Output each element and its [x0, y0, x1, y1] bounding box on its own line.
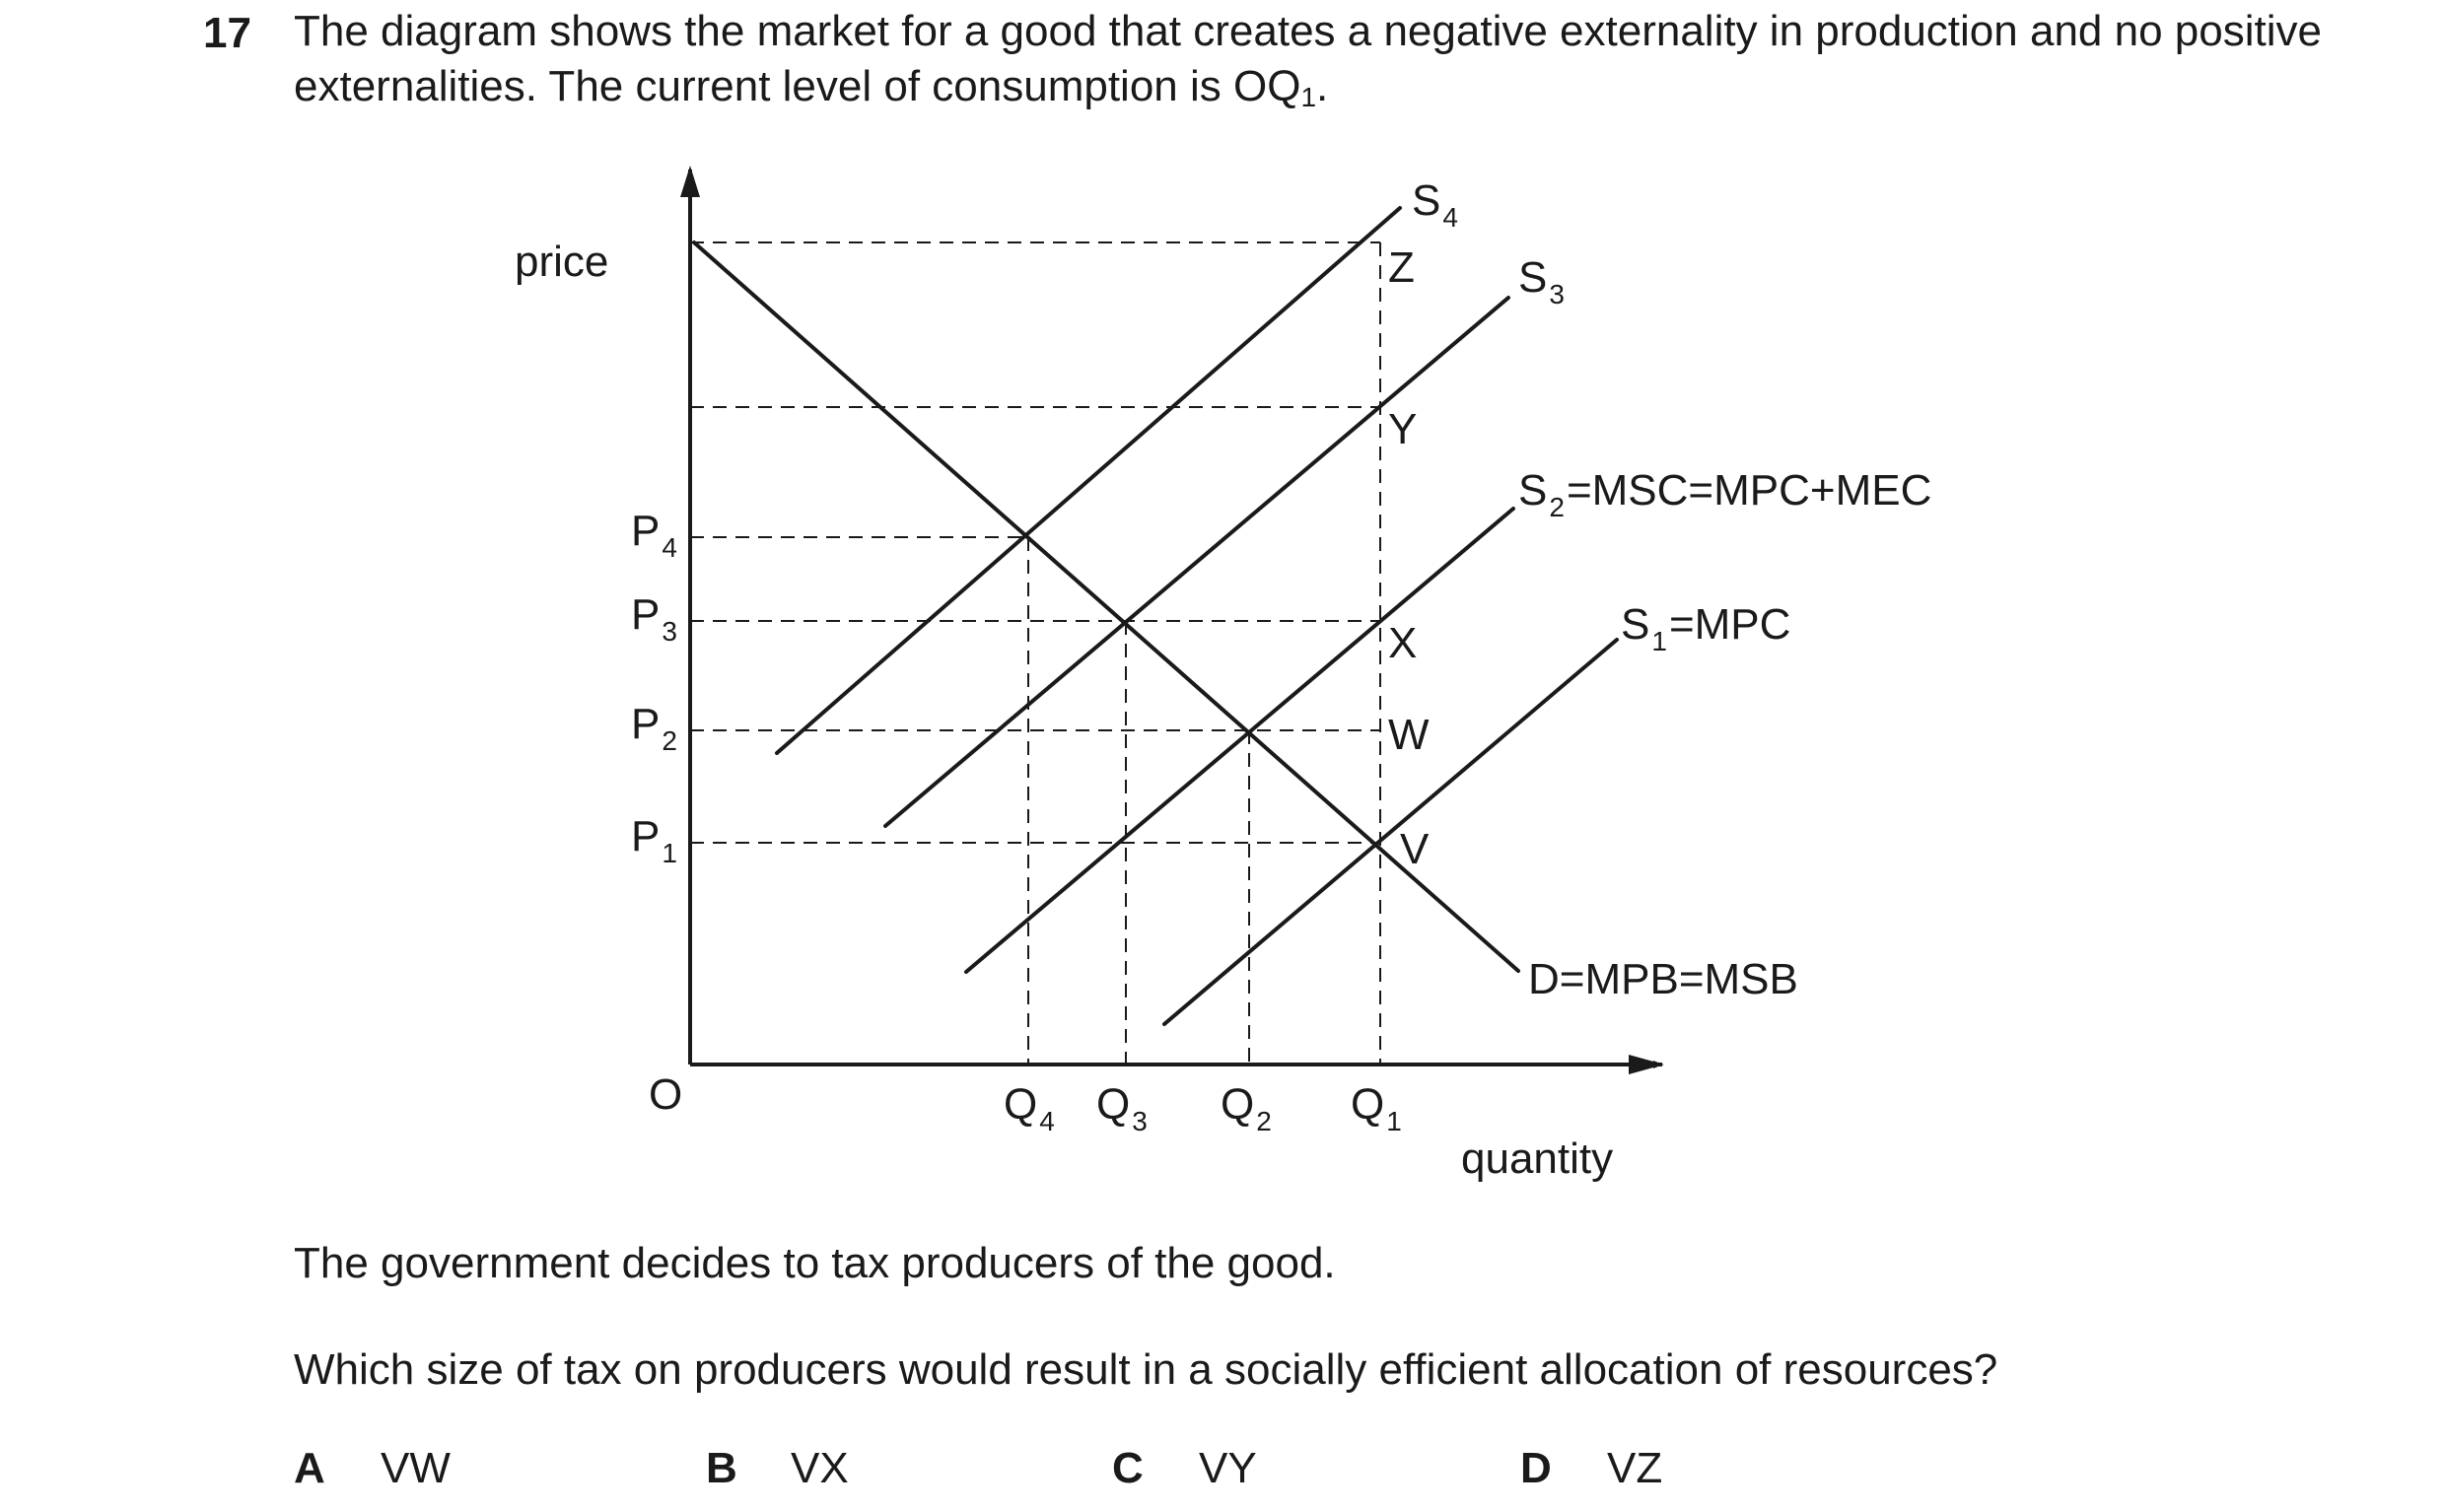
price-label-p1: P1: [631, 812, 677, 868]
quantity-label-q4: Q4: [1004, 1080, 1055, 1136]
curve-label-s1: S1=MPC: [1621, 600, 1790, 656]
supply-curve-s2: [964, 507, 1515, 974]
point-label-x: X: [1388, 619, 1417, 667]
question-text-end: .: [1316, 62, 1329, 110]
point-label-y: Y: [1388, 405, 1417, 453]
supply-curve-s1: [1162, 638, 1619, 1026]
point-label-v: V: [1400, 825, 1430, 873]
option-b-text: VX: [791, 1444, 849, 1492]
price-label-p3: P3: [631, 590, 677, 647]
quantity-label-q2: Q2: [1221, 1080, 1272, 1136]
price-label-p4: P4: [631, 507, 677, 563]
point-label-w: W: [1388, 711, 1430, 759]
y-axis-label: price: [515, 238, 608, 286]
question-text-main: The diagram shows the market for a good …: [294, 7, 2322, 110]
curve-label-s3: S3: [1518, 253, 1565, 309]
guide-lines: [690, 241, 1381, 1065]
curve-label-demand: D=MPB=MSB: [1528, 955, 1798, 1003]
option-c-letter: C: [1112, 1444, 1144, 1492]
option-b-letter: B: [706, 1444, 737, 1492]
curve-label-s2: S2=MSC=MPC+MEC: [1518, 466, 1931, 522]
prompt-text: Which size of tax on producers would res…: [294, 1345, 1998, 1394]
supply-curve-s4: [775, 206, 1402, 755]
demand-curve: [692, 241, 1520, 973]
x-axis-label: quantity: [1461, 1134, 1613, 1183]
quantity-axis-arrowhead: [1629, 1055, 1664, 1074]
origin-label: O: [649, 1070, 682, 1119]
option-d-text: VZ: [1607, 1444, 1663, 1492]
price-label-p2: P2: [631, 700, 677, 756]
option-a-text: VW: [381, 1444, 451, 1492]
quantity-label-q1: Q1: [1351, 1080, 1402, 1136]
option-a-letter: A: [294, 1444, 325, 1492]
question-text: The diagram shows the market for a good …: [294, 4, 2364, 125]
question-text-subscript: 1: [1300, 82, 1317, 112]
quantity-label-q3: Q3: [1096, 1080, 1148, 1136]
option-d-letter: D: [1520, 1444, 1552, 1492]
curve-label-s4: S4: [1412, 176, 1458, 233]
point-label-z: Z: [1388, 243, 1415, 292]
statement-text: The government decides to tax producers …: [294, 1239, 1336, 1287]
question-number: 17: [203, 9, 251, 57]
price-axis-arrowhead: [680, 166, 700, 197]
supply-curve-s3: [883, 296, 1510, 828]
option-c-text: VY: [1199, 1444, 1257, 1492]
